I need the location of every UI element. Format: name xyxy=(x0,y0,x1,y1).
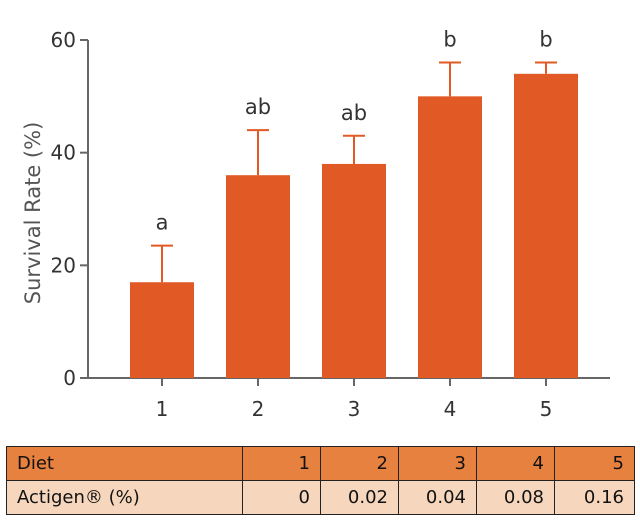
bar-chart: Survival Rate (%) 0 20 40 60 a ab ab b b 1 2 3 4 5 xyxy=(21,28,610,421)
significance-label: b xyxy=(443,28,456,52)
x-ticks: 1 2 3 4 5 xyxy=(156,378,553,421)
x-tick-label: 1 xyxy=(156,397,169,421)
significance-label: ab xyxy=(245,95,271,119)
y-tick-label: 0 xyxy=(63,366,76,390)
x-tick-label: 3 xyxy=(348,397,361,421)
error-bars xyxy=(151,61,557,283)
y-ticks: 0 20 40 60 xyxy=(51,28,88,390)
significance-labels: a ab ab b b xyxy=(156,28,553,235)
diet-cell: 5 xyxy=(554,446,635,481)
level-cell: 0.08 xyxy=(476,480,555,515)
x-tick-label: 2 xyxy=(252,397,265,421)
diet-table: Diet 1 2 3 4 5 Actigen® (%) 0 0.02 0.04 … xyxy=(6,446,635,515)
y-tick-label: 60 xyxy=(51,28,76,52)
bar xyxy=(514,73,578,379)
bar xyxy=(130,282,194,378)
bar xyxy=(322,163,386,378)
diet-cell: 2 xyxy=(320,446,399,481)
significance-label: a xyxy=(156,211,169,235)
bars xyxy=(130,73,578,379)
y-tick-label: 20 xyxy=(51,253,76,277)
table-row: Actigen® (%) 0 0.02 0.04 0.08 0.16 xyxy=(6,480,635,515)
x-tick-label: 4 xyxy=(444,397,457,421)
significance-label: b xyxy=(539,28,552,52)
level-cell: 0.02 xyxy=(320,480,399,515)
x-tick-label: 5 xyxy=(540,397,553,421)
y-tick-label: 40 xyxy=(51,141,76,165)
bar xyxy=(418,96,482,378)
y-axis-title: Survival Rate (%) xyxy=(21,122,45,305)
level-cell: 0.04 xyxy=(398,480,477,515)
diet-cell: 1 xyxy=(242,446,321,481)
level-cell: 0 xyxy=(242,480,321,515)
diet-cell: 3 xyxy=(398,446,477,481)
table-header-label: Diet xyxy=(6,446,243,481)
diet-cell: 4 xyxy=(476,446,555,481)
bar xyxy=(226,175,290,378)
table-header-row: Diet 1 2 3 4 5 xyxy=(6,446,635,481)
table-row-label: Actigen® (%) xyxy=(6,480,243,515)
significance-label: ab xyxy=(341,101,367,125)
level-cell: 0.16 xyxy=(554,480,635,515)
